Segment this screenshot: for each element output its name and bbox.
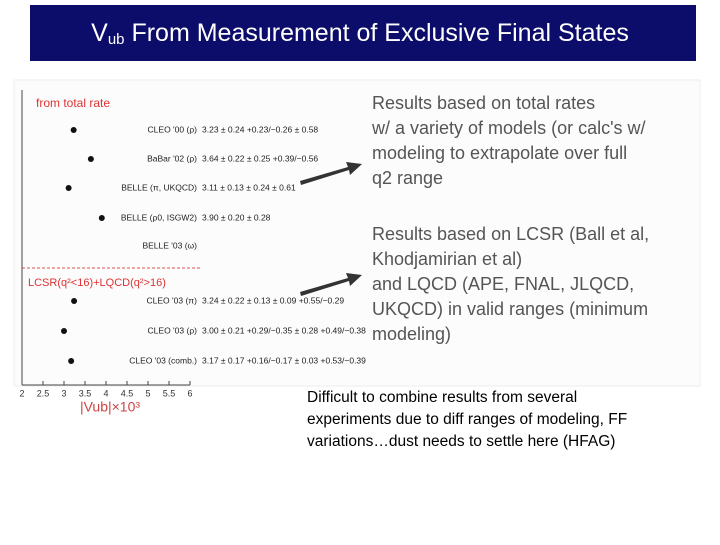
row-label: CLEO '03 (ρ) xyxy=(148,325,198,335)
comment-line: variations…dust needs to settle here (HF… xyxy=(307,433,615,450)
note-line: Results based on LCSR (Ball et al, xyxy=(372,224,649,244)
note-line: Results based on total rates xyxy=(372,93,595,113)
comment-line: experiments due to diff ranges of modeli… xyxy=(307,411,627,428)
x-tick-label: 2.5 xyxy=(37,388,50,398)
data-point xyxy=(65,185,72,191)
data-point xyxy=(61,328,67,334)
x-tick-label: 4 xyxy=(103,388,108,398)
title-bar xyxy=(30,5,696,61)
value-label: 3.90 ± 0.20 ± 0.28 xyxy=(202,212,271,222)
section-label: LCSR(q²<16)+LQCD(q²>16) xyxy=(28,277,166,289)
data-point xyxy=(68,358,75,364)
row-label: BaBar '02 (ρ) xyxy=(147,153,197,163)
value-label: 3.17 ± 0.17 +0.16/−0.17 ± 0.03 +0.53/−0.… xyxy=(202,355,366,365)
note-line: Khodjamirian et al) xyxy=(372,249,522,269)
row-label: CLEO '00 (ρ) xyxy=(148,124,198,134)
note-line: modeling to extrapolate over full xyxy=(372,143,627,163)
value-label: 3.24 ± 0.22 ± 0.13 ± 0.09 +0.55/−0.29 xyxy=(202,295,344,305)
data-point xyxy=(98,215,105,221)
slide-title: Vub From Measurement of Exclusive Final … xyxy=(91,19,629,48)
comment-line: Difficult to combine results from severa… xyxy=(307,389,577,406)
x-tick-label: 5.5 xyxy=(163,388,176,398)
arrow xyxy=(300,273,362,296)
value-label: 3.23 ± 0.24 +0.23/−0.26 ± 0.58 xyxy=(202,124,318,134)
title-sub: ub xyxy=(108,31,125,48)
row-label: CLEO '03 (comb.) xyxy=(129,355,197,365)
x-tick-label: 3.5 xyxy=(79,388,92,398)
row-label: CLEO '03 (π) xyxy=(147,295,198,305)
x-tick-label: 3 xyxy=(61,388,66,398)
note-line: w/ a variety of models (or calc's w/ xyxy=(371,118,646,138)
x-axis-label: |Vub|×10³ xyxy=(80,399,140,415)
value-label: 3.00 ± 0.21 +0.29/−0.35 ± 0.28 +0.49/−0.… xyxy=(202,325,366,335)
section-label: from total rate xyxy=(36,96,110,110)
note-line: modeling) xyxy=(372,324,451,344)
note-line: and LQCD (APE, FNAL, JLQCD, xyxy=(372,274,634,294)
data-point xyxy=(71,298,78,304)
x-tick-label: 4.5 xyxy=(121,388,134,398)
title-rest: From Measurement of Exclusive Final Stat… xyxy=(125,19,629,47)
x-tick-label: 5 xyxy=(145,388,150,398)
data-point xyxy=(87,156,94,162)
arrow xyxy=(300,162,362,185)
value-label: 3.64 ± 0.22 ± 0.25 +0.39/−0.56 xyxy=(202,153,318,163)
data-point xyxy=(70,127,77,133)
title-prefix: V xyxy=(91,19,108,47)
note-line: q2 range xyxy=(372,168,443,188)
row-label: BELLE '03 (ω) xyxy=(142,240,197,250)
x-tick-label: 6 xyxy=(187,388,192,398)
x-tick-label: 2 xyxy=(19,388,24,398)
arrows xyxy=(300,162,362,296)
image-frame xyxy=(13,79,701,387)
row-label: BELLE (ρ0, ISGW2) xyxy=(121,212,197,222)
value-label: 3.11 ± 0.13 ± 0.24 ± 0.61 xyxy=(202,182,296,192)
note-line: UKQCD) in valid ranges (minimum xyxy=(372,299,648,319)
row-label: BELLE (π, UKQCD) xyxy=(121,182,197,192)
